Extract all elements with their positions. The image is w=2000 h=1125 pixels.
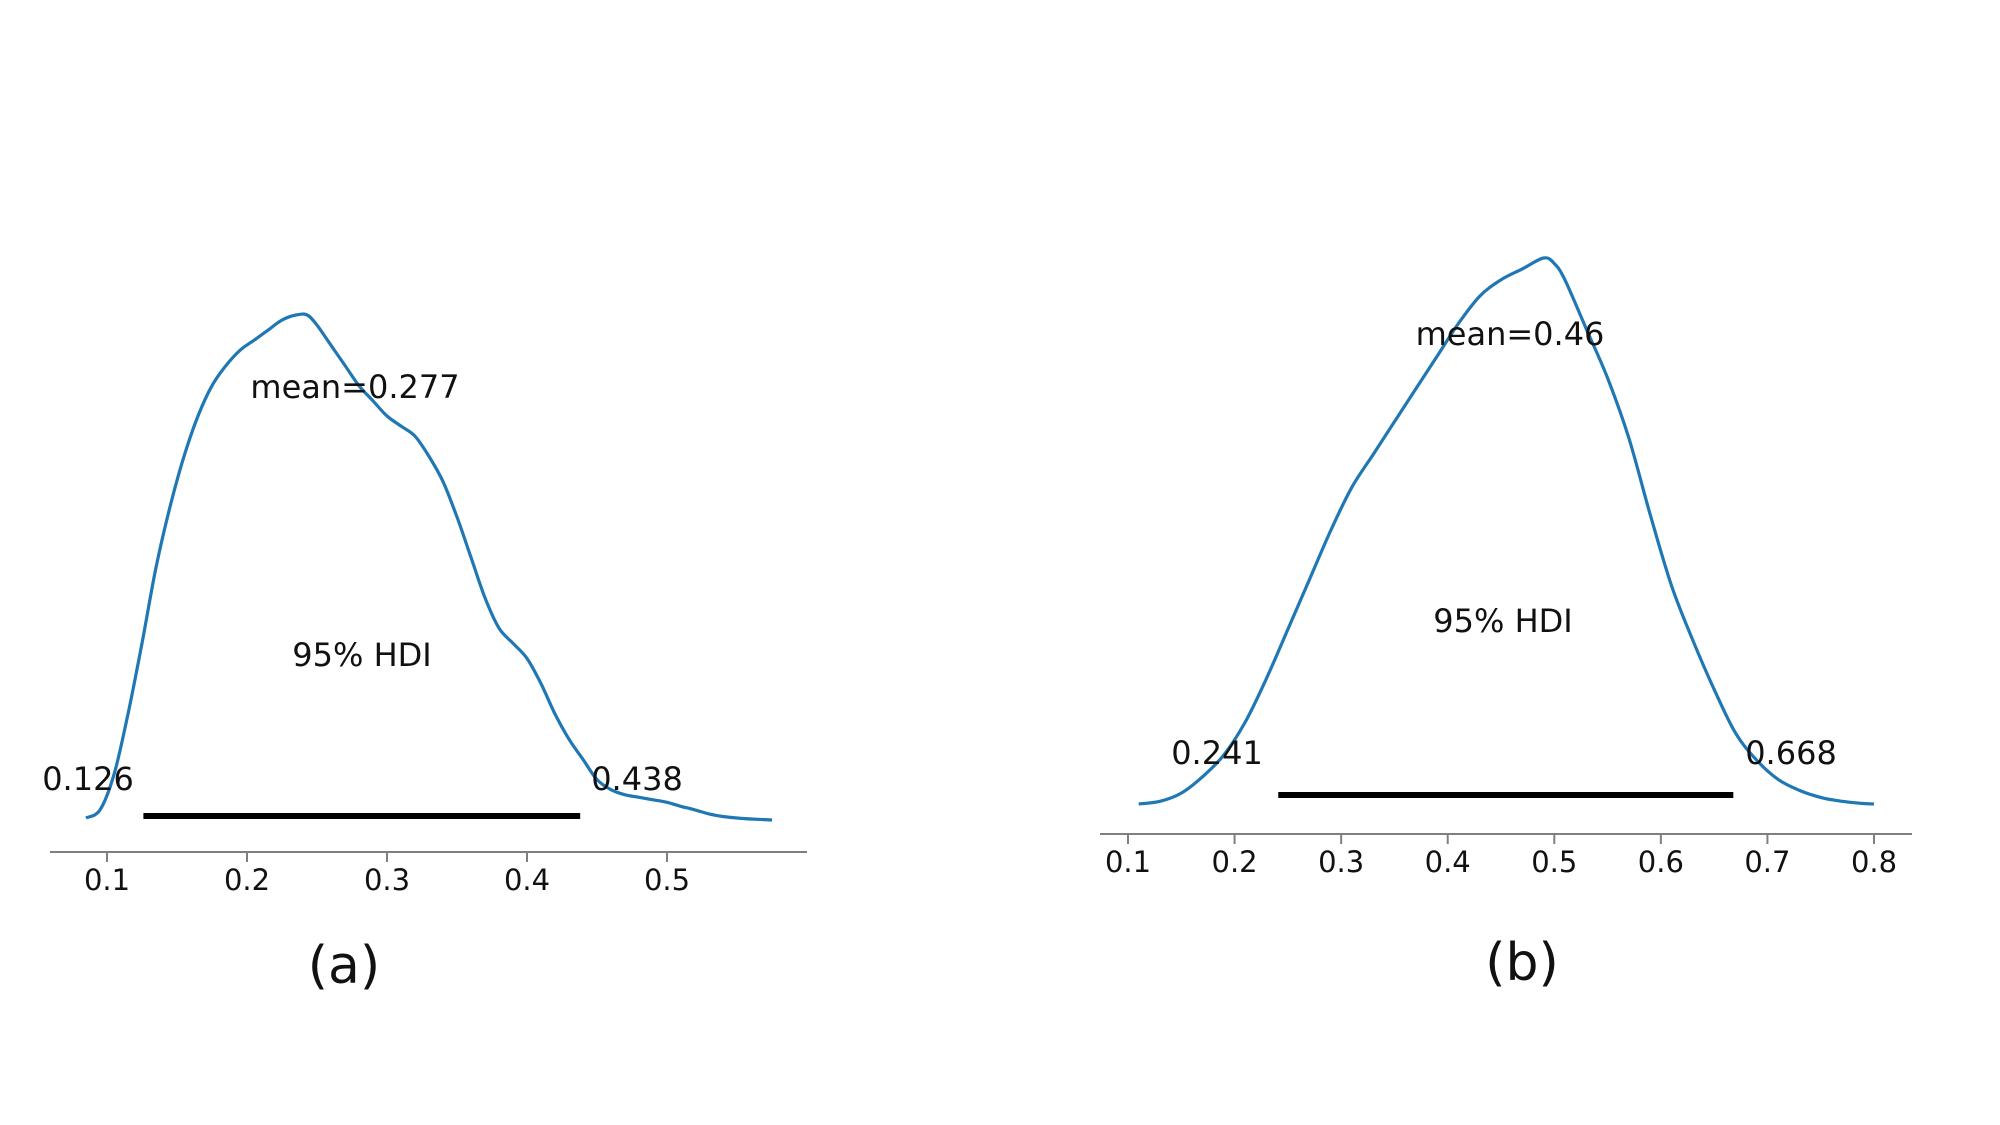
- panel-b-hdi-label: 95% HDI: [1433, 602, 1572, 640]
- panel-b-hdi-low-label: 0.241: [1171, 734, 1263, 772]
- panel-a-ticks: 0.1 0.2 0.3 0.4 0.5: [84, 852, 690, 897]
- x-tick-label: 0.1: [84, 863, 130, 897]
- panel-b-mean-label: mean=0.46: [1416, 315, 1605, 353]
- x-tick-label: 0.5: [1531, 845, 1577, 879]
- x-tick-label: 0.3: [364, 863, 410, 897]
- x-tick-label: 0.4: [504, 863, 550, 897]
- x-tick-label: 0.5: [644, 863, 690, 897]
- panel-b-ticks: 0.1 0.2 0.3 0.4 0.5 0.6 0.7 0.8: [1105, 834, 1897, 879]
- x-tick-label: 0.2: [1212, 845, 1258, 879]
- x-tick-label: 0.7: [1744, 845, 1790, 879]
- panel-a-density-curve: [85, 312, 773, 822]
- panel-b-caption: (b): [1485, 933, 1559, 993]
- panel-a-mean-label: mean=0.277: [250, 368, 459, 406]
- panel-b-density-curve: [1138, 256, 1875, 806]
- x-tick-label: 0.1: [1105, 845, 1151, 879]
- x-tick-label: 0.3: [1318, 845, 1364, 879]
- x-tick-label: 0.8: [1851, 845, 1897, 879]
- x-tick-label: 0.6: [1638, 845, 1684, 879]
- panel-b: 0.1 0.2 0.3 0.4 0.5 0.6 0.7 0.8 mean=0.46 95% H…: [1100, 256, 1912, 993]
- panel-b-hdi-high-label: 0.668: [1745, 734, 1837, 772]
- panel-a: 0.1 0.2 0.3 0.4 0.5 mean=0.277 95% HDI 0.126…: [42, 312, 807, 996]
- x-tick-label: 0.4: [1425, 845, 1471, 879]
- panel-a-hdi-label: 95% HDI: [292, 636, 431, 674]
- panel-a-hdi-low-label: 0.126: [42, 760, 134, 798]
- x-tick-label: 0.2: [224, 863, 270, 897]
- panel-a-caption: (a): [308, 936, 380, 996]
- panel-a-hdi-high-label: 0.438: [591, 760, 683, 798]
